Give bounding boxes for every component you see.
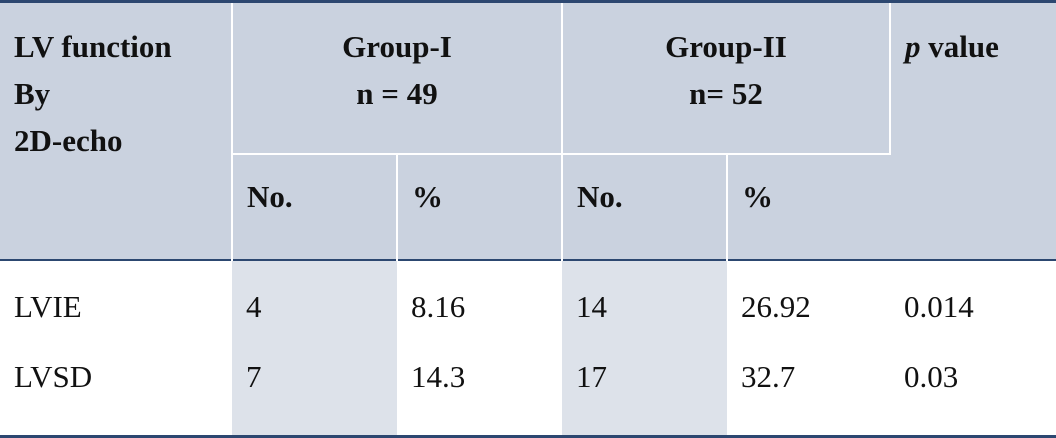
- table-cell: 7: [232, 347, 397, 437]
- table-row: LVIE 4 8.16 14 26.92 0.014: [0, 260, 1056, 347]
- header-cell: No.: [562, 154, 728, 260]
- table-row: LVSD 7 14.3 17 32.7 0.03: [0, 347, 1056, 437]
- table-cell: 14: [562, 260, 727, 347]
- header-row: LV function By 2D-echo Group-I n = 49 Gr…: [0, 1, 1056, 260]
- header-text: value: [928, 29, 999, 64]
- table-cell: 8.16: [411, 289, 466, 324]
- header-cell: Group-II n= 52: [562, 1, 891, 155]
- header-text: Group-I: [342, 29, 452, 64]
- table-cell: 4: [232, 260, 397, 347]
- header-cell: %: [727, 154, 890, 260]
- table-cell: 14.3: [411, 359, 466, 394]
- table-cell: 17: [562, 347, 727, 437]
- header-row: No. % No. %: [0, 154, 1056, 260]
- table-cell: 0.014: [904, 289, 974, 324]
- header-text: Group-II: [665, 29, 787, 64]
- header-cell: %: [397, 154, 563, 260]
- table-cell: 26.92: [741, 289, 811, 324]
- header-cell: LV function By 2D-echo: [0, 1, 233, 260]
- header-text: 2D-echo: [14, 123, 123, 158]
- header-text: n = 49: [356, 76, 438, 111]
- table-cell: 32.7: [741, 359, 796, 394]
- header-text: LV function: [14, 29, 172, 64]
- header-cell: No.: [232, 154, 398, 260]
- table-cell: LVSD: [14, 359, 93, 394]
- header-text: By: [14, 76, 51, 111]
- table-body: LVIE 4 8.16 14 26.92 0.014 LVSD 7 14.3 1…: [0, 260, 1056, 437]
- header-cell: p value: [890, 1, 1056, 260]
- header-text: n= 52: [689, 76, 763, 111]
- table-cell: 0.03: [904, 359, 959, 394]
- header-text: p: [905, 29, 921, 64]
- header-cell: Group-I n = 49: [232, 1, 563, 155]
- table-header: LV function By 2D-echo Group-I n = 49 Gr…: [0, 1, 1056, 260]
- table-cell: LVIE: [14, 289, 82, 324]
